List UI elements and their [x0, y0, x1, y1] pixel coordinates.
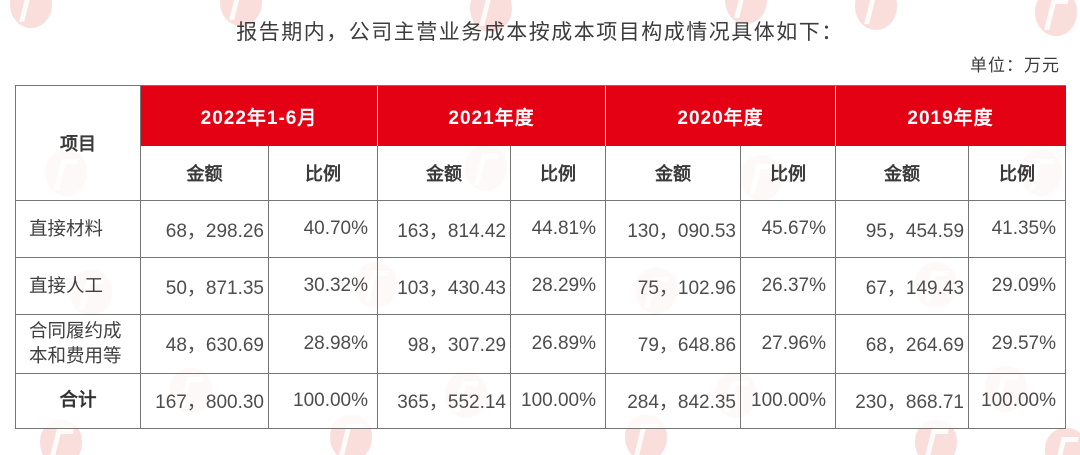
cell-ratio: 30.32% — [269, 258, 379, 315]
cell-amount: 48，630.69 — [141, 315, 269, 374]
table-row-direct-materials: 直接材料 68，298.26 40.70% 163，814.42 44.81% … — [16, 201, 1067, 258]
column-header-amount-2022: 金额 — [141, 146, 269, 201]
period-header-2022: 2022年1-6月 — [141, 86, 379, 146]
cell-amount: 130，090.53 — [606, 201, 742, 258]
cell-amount: 68，298.26 — [141, 201, 269, 258]
cell-ratio: 26.37% — [741, 258, 837, 315]
cell-amount: 50，871.35 — [141, 258, 269, 315]
row-label: 直接人工 — [16, 258, 141, 315]
cell-ratio: 41.35% — [969, 201, 1067, 258]
cell-ratio: 26.89% — [511, 315, 607, 374]
cell-amount: 103，430.43 — [378, 258, 512, 315]
column-header-ratio-2022: 比例 — [269, 146, 379, 201]
cell-amount: 95，454.59 — [836, 201, 970, 258]
cell-ratio: 28.98% — [269, 315, 379, 374]
cost-table: 项目 2022年1-6月 2021年度 2020年度 2019年度 金额 比例 … — [15, 85, 1067, 429]
page-title: 报告期内，公司主营业务成本按成本项目构成情况具体如下： — [236, 21, 844, 44]
row-label-total: 合计 — [16, 373, 141, 429]
cell-amount: 163，814.42 — [378, 201, 512, 258]
cell-amount: 284，842.35 — [606, 373, 742, 429]
table-row-contract-costs: 合同履约成本和费用等 48，630.69 28.98% 98，307.29 26… — [16, 315, 1067, 374]
cell-ratio: 28.29% — [511, 258, 607, 315]
period-header-2021: 2021年度 — [378, 86, 607, 146]
row-label: 直接材料 — [16, 201, 141, 258]
column-header-amount-2020: 金额 — [606, 146, 742, 201]
cell-ratio: 100.00% — [969, 373, 1067, 429]
cell-amount: 98，307.29 — [378, 315, 512, 374]
cell-ratio: 45.67% — [741, 201, 837, 258]
cell-ratio: 29.57% — [969, 315, 1067, 374]
cell-amount: 79，648.86 — [606, 315, 742, 374]
period-header-2019: 2019年度 — [836, 86, 1067, 146]
table-row-total: 合计 167，800.30 100.00% 365，552.14 100.00%… — [16, 373, 1067, 429]
column-header-item: 项目 — [16, 86, 141, 201]
column-header-ratio-2019: 比例 — [969, 146, 1067, 201]
cell-amount: 67，149.43 — [836, 258, 970, 315]
cell-amount: 365，552.14 — [378, 373, 512, 429]
column-header-ratio-2021: 比例 — [511, 146, 607, 201]
cell-amount: 75，102.96 — [606, 258, 742, 315]
column-header-amount-2021: 金额 — [378, 146, 512, 201]
column-header-ratio-2020: 比例 — [741, 146, 837, 201]
cell-amount: 167，800.30 — [141, 373, 269, 429]
period-header-2020: 2020年度 — [606, 86, 837, 146]
unit-label: 单位：万元 — [970, 56, 1060, 75]
cell-ratio: 100.00% — [269, 373, 379, 429]
cell-ratio: 44.81% — [511, 201, 607, 258]
table-row-direct-labor: 直接人工 50，871.35 30.32% 103，430.43 28.29% … — [16, 258, 1067, 315]
column-header-amount-2019: 金额 — [836, 146, 970, 201]
row-label: 合同履约成本和费用等 — [16, 315, 141, 374]
watermark-logo — [1045, 428, 1080, 455]
cell-ratio: 29.09% — [969, 258, 1067, 315]
cell-amount: 68，264.69 — [836, 315, 970, 374]
cell-ratio: 100.00% — [511, 373, 607, 429]
cell-ratio: 27.96% — [741, 315, 837, 374]
cell-ratio: 40.70% — [269, 201, 379, 258]
cell-ratio: 100.00% — [741, 373, 837, 429]
cell-amount: 230，868.71 — [836, 373, 970, 429]
